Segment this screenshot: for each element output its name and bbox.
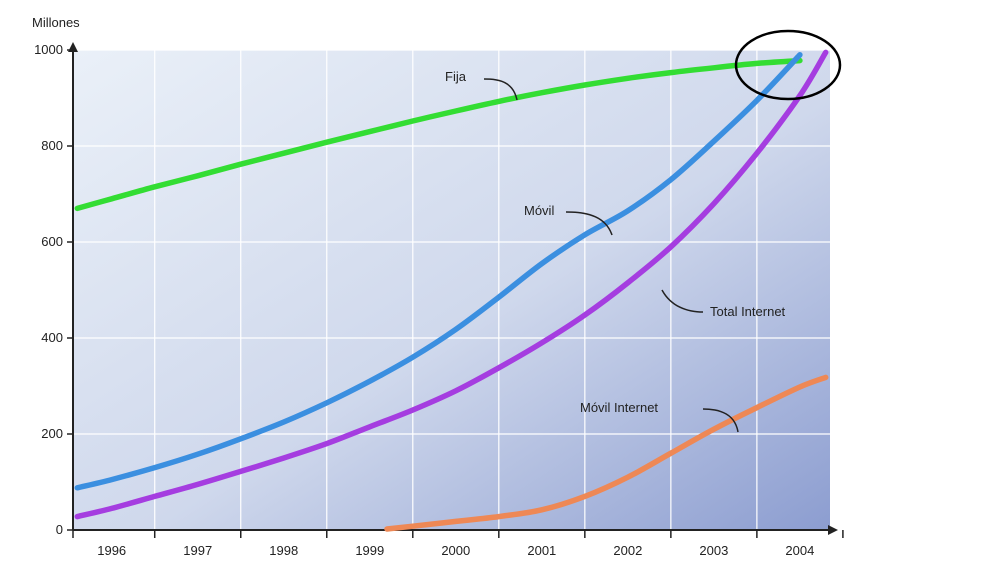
x-axis-arrow bbox=[828, 525, 838, 535]
plot-background bbox=[73, 50, 830, 530]
x-tick-label: 2003 bbox=[699, 543, 728, 558]
y-tick-label: 0 bbox=[56, 522, 63, 537]
y-tick-label: 800 bbox=[41, 138, 63, 153]
leader-line-movil bbox=[565, 211, 613, 236]
highlight-ellipse bbox=[734, 29, 842, 101]
annotation-fija: Fija bbox=[445, 69, 467, 84]
series-line-movil-internet bbox=[384, 374, 829, 532]
annotation-movil-internet: Móvil Internet bbox=[580, 400, 658, 415]
grid bbox=[73, 49, 830, 530]
x-tick-label: 1997 bbox=[183, 543, 212, 558]
series-layer bbox=[74, 49, 829, 532]
leader-line-movil-internet bbox=[702, 408, 739, 433]
y-tick-label: 1000 bbox=[34, 42, 63, 57]
x-tick-label: 2002 bbox=[613, 543, 642, 558]
annotation-total-internet: Total Internet bbox=[710, 304, 786, 319]
x-tick-label: 1999 bbox=[355, 543, 384, 558]
x-tick-label: 2000 bbox=[441, 543, 470, 558]
y-tick-label: 200 bbox=[41, 426, 63, 441]
x-tick-label: 1998 bbox=[269, 543, 298, 558]
series-line-fija bbox=[74, 57, 803, 212]
annotation-movil: Móvil bbox=[524, 203, 554, 218]
x-tick-label: 2004 bbox=[785, 543, 814, 558]
leader-line-fija bbox=[483, 78, 518, 101]
y-tick-label: 400 bbox=[41, 330, 63, 345]
series-line-total-internet bbox=[74, 49, 829, 520]
series-line-movil bbox=[74, 52, 803, 491]
x-tick-label: 2001 bbox=[527, 543, 556, 558]
axes: 0 200 400 600 800 1000 1996 1997 1998 1999 2000 200… bbox=[34, 42, 844, 558]
leader-line-total-internet bbox=[661, 289, 704, 313]
y-axis-unit-label: Millones bbox=[32, 15, 80, 30]
x-tick-label: 1996 bbox=[97, 543, 126, 558]
y-tick-label: 600 bbox=[41, 234, 63, 249]
annotations: Fija Móvil Total Internet Móvil Internet bbox=[445, 29, 842, 433]
y-axis-arrow bbox=[68, 42, 78, 52]
